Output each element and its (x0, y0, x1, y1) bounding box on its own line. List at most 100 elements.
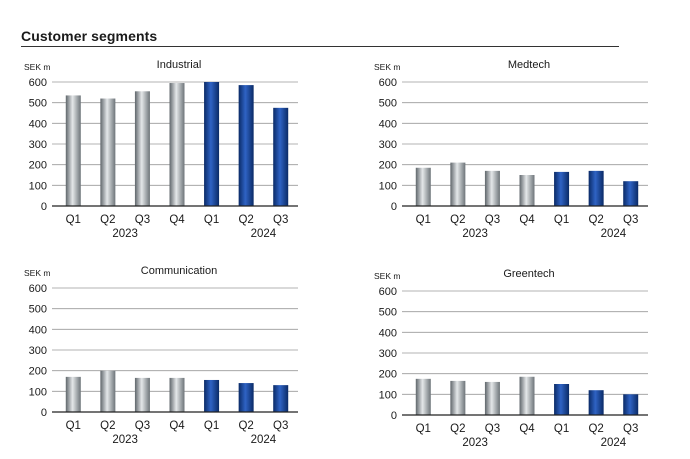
chart-greentech: Greentech SEK m 0 100 200 300 400 500 600 Q1 Q2 Q3 Q… (350, 265, 690, 455)
bar (588, 390, 604, 415)
bar (554, 384, 570, 415)
x-tick-label: Q1 (554, 214, 569, 226)
y-tick-label: 600 (379, 286, 397, 298)
y-tick-label: 0 (41, 201, 47, 213)
y-tick-label: 400 (379, 118, 397, 130)
y-tick-label: 0 (391, 410, 397, 422)
bar (415, 167, 431, 206)
x-tick-label: Q2 (588, 423, 603, 435)
bar (100, 98, 116, 206)
bar (169, 83, 185, 206)
bar (65, 376, 81, 412)
y-tick-label: 300 (379, 348, 397, 360)
chart-title: Greentech (503, 268, 554, 280)
year-label: 2023 (462, 228, 488, 240)
bar (273, 385, 289, 412)
x-tick-label: Q1 (204, 214, 219, 226)
year-label: 2024 (251, 228, 277, 240)
bar (65, 95, 81, 206)
x-tick-label: Q1 (204, 420, 219, 432)
x-tick-label: Q2 (100, 214, 115, 226)
y-axis-label: SEK m (24, 268, 50, 278)
y-tick-label: 100 (29, 180, 47, 192)
page-title: Customer segments (21, 28, 158, 44)
y-tick-label: 100 (379, 180, 397, 192)
bar (273, 107, 289, 206)
bar (554, 171, 570, 206)
x-tick-label: Q1 (554, 423, 569, 435)
y-axis-label: SEK m (374, 271, 400, 281)
x-tick-label: Q3 (485, 214, 500, 226)
chart-industrial-svg: Industrial SEK m 0 100 200 300 400 500 600 Q1 Q2 Q3… (24, 59, 298, 240)
chart-medtech-svg: Medtech SEK m 0 100 200 300 400 500 600 Q1 Q2 Q3 Q4 Q… (374, 59, 648, 240)
x-tick-label: Q3 (135, 420, 150, 432)
year-label: 2023 (112, 434, 138, 446)
year-label: 2024 (251, 434, 277, 446)
x-tick-label: Q2 (588, 214, 603, 226)
y-tick-label: 0 (391, 201, 397, 213)
bar (623, 394, 639, 415)
x-tick-label: Q3 (623, 214, 638, 226)
y-tick-label: 300 (29, 139, 47, 151)
x-tick-label: Q3 (623, 423, 638, 435)
y-tick-label: 500 (379, 98, 397, 110)
y-tick-label: 300 (29, 345, 47, 357)
year-label: 2023 (112, 228, 138, 240)
bar (169, 377, 185, 412)
y-tick-label: 400 (379, 327, 397, 339)
chart-title: Communication (141, 265, 217, 277)
x-tick-label: Q2 (450, 214, 465, 226)
chart-communication: Communication SEK m 0 100 200 300 400 500 600 Q1 Q… (0, 262, 340, 452)
y-tick-label: 600 (379, 77, 397, 89)
bar (519, 376, 535, 415)
chart-industrial: Industrial SEK m 0 100 200 300 400 500 600 Q1 Q2 Q3… (0, 56, 340, 246)
bar (134, 377, 150, 412)
y-tick-label: 600 (29, 283, 47, 295)
y-tick-label: 200 (379, 160, 397, 172)
y-axis-label: SEK m (24, 62, 50, 72)
y-tick-label: 200 (29, 366, 47, 378)
bar (204, 379, 220, 412)
bar (623, 181, 639, 206)
y-axis-label: SEK m (374, 62, 400, 72)
x-tick-label: Q2 (238, 420, 253, 432)
y-tick-label: 500 (29, 98, 47, 110)
year-label: 2024 (601, 228, 627, 240)
bar (484, 381, 500, 415)
x-tick-label: Q4 (169, 214, 185, 226)
chart-title: Medtech (508, 59, 550, 71)
y-tick-label: 100 (379, 389, 397, 401)
bar (238, 85, 254, 206)
bar (450, 162, 466, 206)
y-tick-label: 0 (41, 407, 47, 419)
bar (415, 378, 431, 415)
chart-communication-svg: Communication SEK m 0 100 200 300 400 500 600 Q1 Q… (24, 265, 298, 446)
x-tick-label: Q3 (273, 214, 288, 226)
bar (519, 175, 535, 206)
y-tick-label: 200 (29, 160, 47, 172)
x-tick-label: Q1 (66, 214, 81, 226)
bar (484, 170, 500, 206)
x-tick-label: Q3 (273, 420, 288, 432)
y-tick-label: 300 (379, 139, 397, 151)
x-tick-label: Q4 (169, 420, 185, 432)
bar (588, 170, 604, 206)
y-tick-label: 500 (379, 307, 397, 319)
bar (134, 91, 150, 206)
bar (450, 380, 466, 415)
x-tick-label: Q1 (66, 420, 81, 432)
x-tick-label: Q2 (238, 214, 253, 226)
year-label: 2023 (462, 437, 488, 449)
x-tick-label: Q4 (519, 423, 535, 435)
y-tick-label: 400 (29, 324, 47, 336)
x-tick-label: Q2 (450, 423, 465, 435)
x-tick-label: Q3 (485, 423, 500, 435)
x-tick-label: Q2 (100, 420, 115, 432)
chart-greentech-svg: Greentech SEK m 0 100 200 300 400 500 600 Q1 Q2 Q3 Q… (374, 268, 648, 449)
year-label: 2024 (601, 437, 627, 449)
chart-title: Industrial (157, 59, 202, 71)
chart-medtech: Medtech SEK m 0 100 200 300 400 500 600 Q1 Q2 Q3 Q4 Q… (350, 56, 690, 246)
bar (238, 383, 254, 412)
y-tick-label: 400 (29, 118, 47, 130)
x-tick-label: Q4 (519, 214, 535, 226)
